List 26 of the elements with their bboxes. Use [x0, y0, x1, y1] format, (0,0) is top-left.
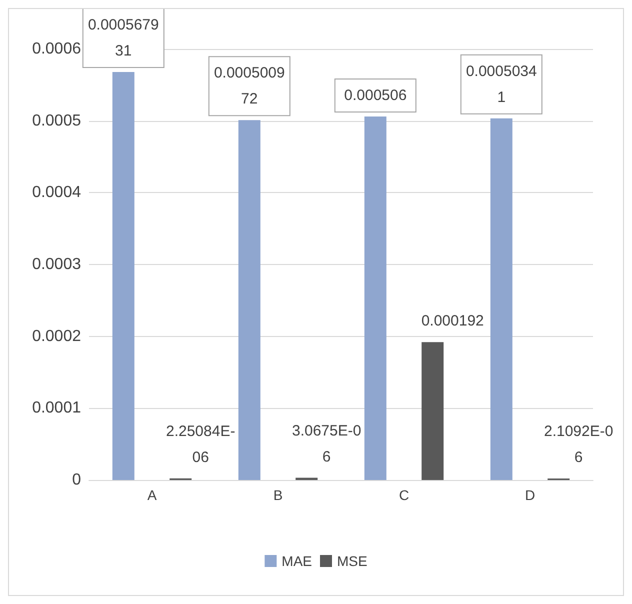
data-label: 0.000500972 — [214, 64, 285, 108]
y-tick-label: 0 — [72, 472, 82, 488]
bar — [490, 118, 512, 480]
x-tick-label: C — [398, 487, 410, 503]
data-label: 0.000567931 — [88, 16, 159, 60]
data-label: 2.25084E-06 — [166, 422, 236, 466]
legend-label: MSE — [337, 553, 368, 569]
data-label: 0.000506 — [344, 87, 407, 104]
y-tick-label: 0.0004 — [32, 184, 82, 202]
bar — [422, 342, 444, 480]
data-label: 0.000192 — [421, 312, 484, 330]
bar — [238, 120, 260, 480]
y-tick-label: 0.0005 — [32, 112, 82, 130]
bar — [364, 116, 386, 480]
y-tick-label: 0.0001 — [32, 400, 82, 417]
data-label: 0.00050341 — [466, 62, 537, 106]
data-label: 2.1092E-06 — [544, 422, 614, 466]
bar — [112, 72, 134, 480]
x-tick-label: A — [147, 487, 158, 503]
x-tick-label: D — [524, 487, 536, 503]
y-tick-label: 0.0002 — [32, 328, 82, 345]
legend-label: MAE — [282, 553, 312, 569]
y-tick-label: 0.0003 — [32, 256, 82, 273]
x-tick-label: B — [273, 487, 283, 503]
data-label: 3.0675E-06 — [292, 422, 362, 466]
y-tick-label: 0.0006 — [32, 40, 82, 58]
